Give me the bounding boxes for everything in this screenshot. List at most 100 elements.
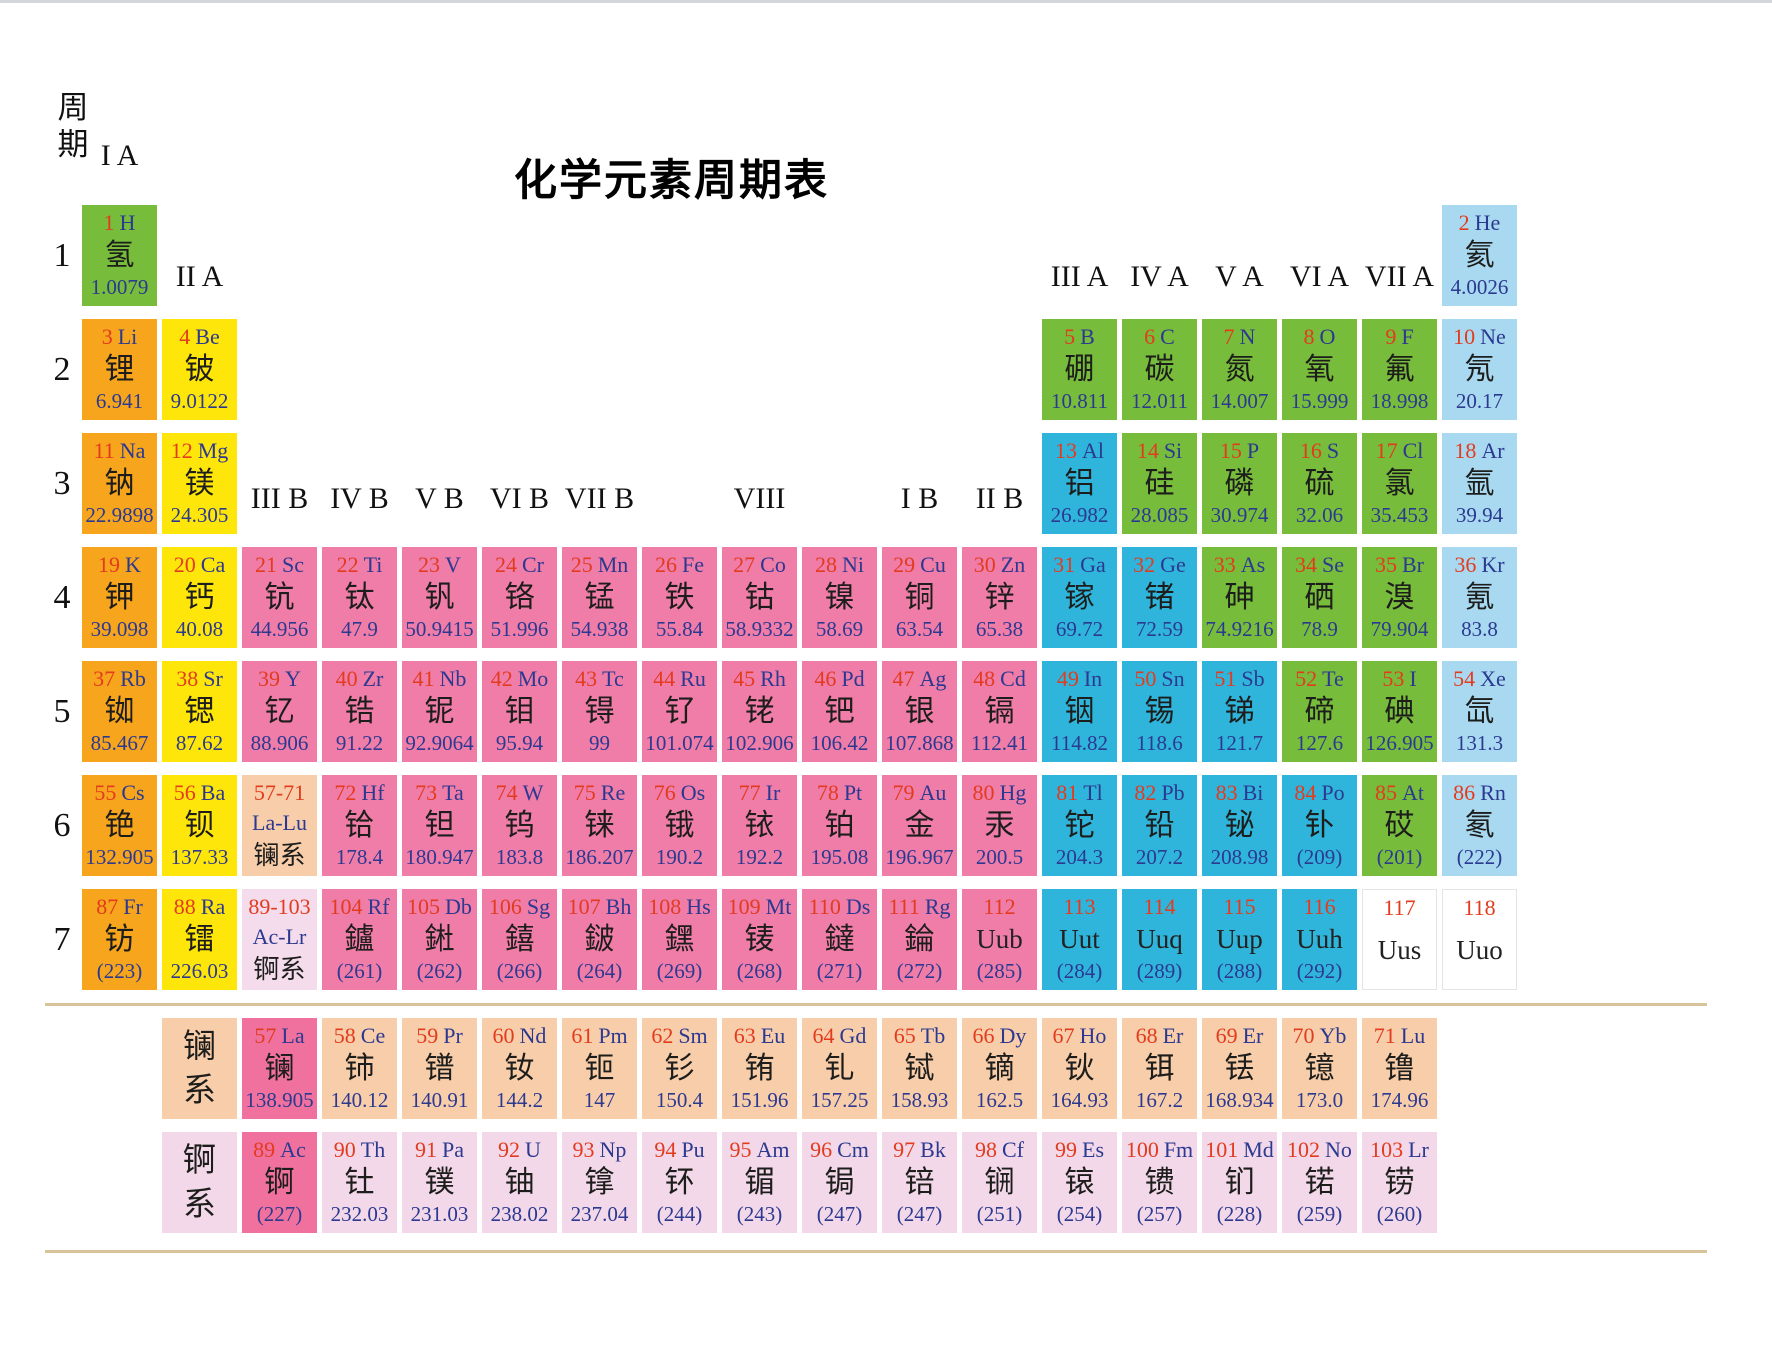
- element-symbol: Ca: [200, 552, 226, 577]
- element-cell-Er: 68 Er 铒 167.2: [1122, 1018, 1197, 1119]
- element-heading: 21 Sc: [255, 554, 304, 576]
- element-cell-Fe: 26 Fe 铁 55.84: [642, 547, 717, 648]
- atomic-number: 91: [415, 1137, 437, 1162]
- atomic-number: 1: [103, 210, 115, 235]
- element-heading: 18 Ar: [1454, 440, 1504, 462]
- group-header-iva: IV A: [1130, 260, 1189, 293]
- element-cell-Ar: 18 Ar 氩 39.94: [1442, 433, 1517, 534]
- atomic-number: 46: [814, 666, 837, 691]
- element-cell-Mn: 25 Mn 锰 54.938: [562, 547, 637, 648]
- element-symbol: Er: [1162, 1023, 1184, 1048]
- element-name: 锌: [984, 580, 1015, 614]
- element-heading: 30 Zn: [974, 554, 1025, 576]
- element-heading: 76 Os: [654, 782, 705, 804]
- element-name: 钪: [264, 580, 295, 614]
- element-symbol: Ru: [680, 666, 706, 691]
- lanthanide-row: 镧系 57 La 镧 138.905 58 Ce 铈 140.12 59 Pr 镨 140.91 60 N…: [82, 1018, 1517, 1119]
- atomic-number: 118: [1463, 895, 1496, 920]
- atomic-mass: 4.0026: [1450, 275, 1509, 299]
- element-symbol: Cr: [522, 552, 544, 577]
- element-name: 镧: [264, 1051, 295, 1085]
- element-cell-Md: 101 Md 钔 (228): [1202, 1132, 1277, 1233]
- element-symbol: Bk: [920, 1137, 946, 1162]
- atomic-mass: (247): [896, 1202, 943, 1226]
- element-symbol: Hf: [361, 780, 385, 805]
- atomic-number: 55: [94, 780, 117, 805]
- element-heading: 109 Mt: [728, 896, 792, 918]
- element-cell-I: 53 I 碘 126.905: [1362, 661, 1437, 762]
- atomic-number: 85: [1375, 780, 1397, 805]
- atomic-number: 43: [575, 666, 598, 691]
- atomic-mass: 144.2: [495, 1088, 544, 1112]
- element-symbol: Mo: [517, 666, 549, 691]
- element-name: 锰: [584, 580, 615, 614]
- element-cell-Pa: 91 Pa 镤 231.03: [402, 1132, 477, 1233]
- element-cell-As: 33 As 砷 74.9216: [1202, 547, 1277, 648]
- element-symbol: Uup: [1216, 924, 1263, 954]
- atomic-number: 58: [333, 1023, 356, 1048]
- atomic-mass: 47.9: [341, 617, 378, 641]
- element-symbol: Se: [1322, 552, 1344, 577]
- element-name: 鿏: [744, 922, 775, 956]
- element-heading: 17 Cl: [1376, 440, 1424, 462]
- element-cell-Bk: 97 Bk 锫 (247): [882, 1132, 957, 1233]
- period-number-1: 1: [53, 237, 71, 274]
- element-cell-Cd: 48 Cd 镉 112.41: [962, 661, 1037, 762]
- atomic-number: 11: [93, 438, 115, 463]
- element-name: 铑: [744, 694, 775, 728]
- atomic-number: 20: [173, 552, 196, 577]
- element-symbol: Cu: [920, 552, 946, 577]
- page-title: 化学元素周期表: [514, 157, 829, 205]
- element-cell-Ru: 44 Ru 钌 101.074: [642, 661, 717, 762]
- atomic-number: 3: [101, 324, 113, 349]
- atomic-number: 114: [1143, 894, 1176, 919]
- element-cell-Uup: 115 Uup (288): [1202, 889, 1277, 990]
- element-name: 钙: [184, 580, 215, 614]
- atomic-mass: 140.91: [410, 1088, 469, 1112]
- element-cell-Sb: 51 Sb 锑 121.7: [1202, 661, 1277, 762]
- element-heading: 16 S: [1300, 440, 1339, 462]
- element-symbol: Lr: [1408, 1137, 1429, 1162]
- element-symbol: Mn: [597, 552, 629, 577]
- element-symbol: S: [1326, 438, 1340, 463]
- atomic-number: 8: [1303, 324, 1315, 349]
- atomic-number: 62: [651, 1023, 674, 1048]
- atomic-number: 30: [973, 552, 996, 577]
- series-range: 57-71: [254, 782, 305, 804]
- element-symbol: Dy: [999, 1023, 1027, 1048]
- element-symbol: As: [1240, 552, 1266, 577]
- atomic-number: 88: [173, 894, 196, 919]
- element-symbol: Cm: [837, 1137, 869, 1162]
- element-symbol: Au: [919, 780, 947, 805]
- atomic-mass: 186.207: [565, 845, 634, 869]
- group-header-va: V A: [1215, 260, 1264, 293]
- element-cell-Cu: 29 Cu 铜 63.54: [882, 547, 957, 648]
- element-name: 铜: [904, 580, 935, 614]
- element-name: 钛: [344, 580, 375, 614]
- element-name: 镎: [584, 1165, 615, 1199]
- atomic-mass: (269): [656, 959, 703, 983]
- atomic-mass: (266): [496, 959, 543, 983]
- element-cell-Yb: 70 Yb 镱 173.0: [1282, 1018, 1357, 1119]
- atomic-number: 112: [983, 894, 1016, 919]
- element-cell-Bi: 83 Bi 铋 208.98: [1202, 775, 1277, 876]
- element-heading: 100 Fm: [1126, 1139, 1193, 1161]
- group-header-iia: II A: [175, 260, 224, 293]
- atomic-mass: 126.905: [1365, 731, 1434, 755]
- element-cell-Ir: 77 Ir 铱 192.2: [722, 775, 797, 876]
- atomic-number: 96: [810, 1137, 833, 1162]
- atomic-number: 42: [490, 666, 513, 691]
- atomic-number: 111: [888, 894, 920, 919]
- element-cell-Am: 95 Am 镅 (243): [722, 1132, 797, 1233]
- element-name: 锝: [584, 694, 615, 728]
- atomic-mass: (260): [1376, 1202, 1423, 1226]
- group-header-ivb: IV B: [330, 482, 389, 515]
- atomic-mass: (228): [1216, 1202, 1263, 1226]
- element-symbol: Tc: [602, 666, 624, 691]
- element-name: 钬: [1064, 1051, 1095, 1085]
- actinide-row: 锕系 89 Ac 锕 (227) 90 Th 钍 232.03 91 Pa 镤 231.03 92 U 铀 2…: [82, 1132, 1517, 1233]
- atomic-number: 70: [1292, 1023, 1315, 1048]
- element-name: 铹: [1384, 1165, 1415, 1199]
- element-cell-N: 7 N 氮 14.007: [1202, 319, 1277, 420]
- element-name: 镓: [1064, 580, 1095, 614]
